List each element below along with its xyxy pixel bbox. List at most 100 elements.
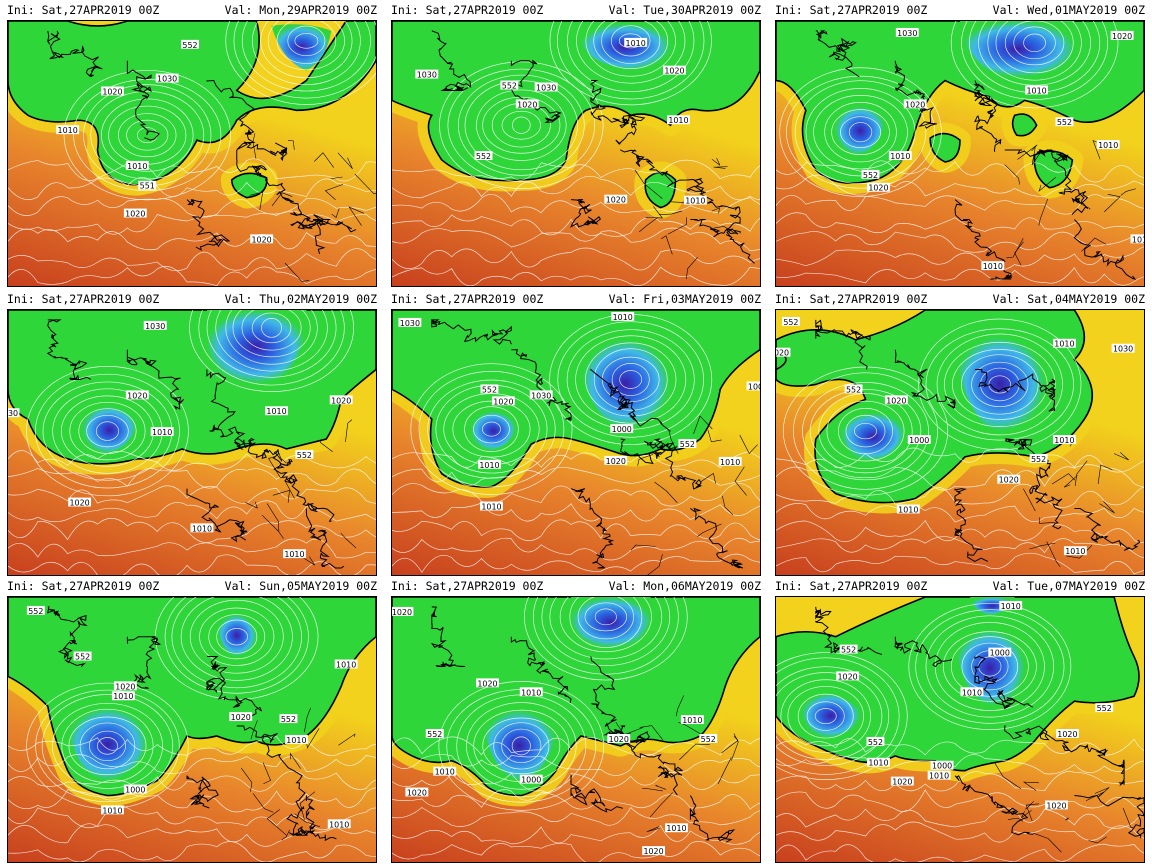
border-line	[638, 217, 658, 233]
contour-label: 1020	[491, 396, 515, 406]
contour-value: 1030	[400, 319, 420, 328]
contour-label-bg	[665, 823, 688, 833]
contour-label-bg	[123, 784, 147, 794]
contour-value: 1020	[1046, 801, 1066, 810]
coastlines	[431, 30, 755, 279]
contour-label-bg	[478, 459, 501, 469]
border-line	[630, 544, 656, 551]
isobar	[569, 597, 643, 648]
border-line	[675, 695, 685, 717]
contour-label: 1010	[1063, 546, 1087, 556]
isobar	[392, 266, 760, 286]
contour-value: 1010	[266, 407, 286, 416]
border-line	[654, 481, 678, 503]
contour-value: 1010	[929, 772, 949, 781]
init-time-label: Ini: Sat,27APR2019 00Z	[775, 579, 928, 593]
contour-label: 1020	[100, 86, 124, 96]
isobar	[1004, 21, 1065, 66]
coastline	[590, 80, 646, 145]
contour-label-bg	[519, 774, 543, 784]
contour-value: 1000	[125, 786, 145, 795]
contour-value: 1020	[125, 210, 145, 219]
contour-value: 1030	[536, 83, 556, 92]
isobar	[575, 335, 687, 424]
border-line	[717, 757, 732, 784]
border-line	[1007, 817, 1024, 822]
isobar	[392, 771, 760, 793]
contour-value: 1020	[868, 184, 888, 193]
contour-label-bg	[480, 384, 499, 394]
isobar	[392, 806, 760, 827]
isobar	[776, 672, 883, 761]
cold-pool-region	[8, 21, 376, 186]
isobar	[208, 614, 266, 660]
contour-value: 1000	[990, 649, 1010, 658]
contour-label-bg	[1052, 435, 1076, 444]
contour-value: 1020	[886, 396, 906, 405]
coastline	[590, 656, 631, 737]
isobar	[776, 771, 1144, 792]
isobar	[466, 702, 577, 790]
contour-label: 1000	[123, 784, 147, 795]
coastline	[206, 369, 255, 450]
contour-value: 1030	[531, 391, 551, 400]
contour-label: 1020	[515, 99, 539, 109]
contour-value: 552	[482, 385, 497, 394]
isobar	[611, 363, 650, 396]
contour-value: 1020	[127, 391, 147, 400]
contour-label-bg	[26, 605, 45, 615]
valid-time-label: Val: Mon,06MAY2019 00Z	[608, 579, 761, 593]
isobar	[776, 789, 1144, 812]
contour-value: 1010	[666, 824, 686, 833]
contour-label: 1010	[190, 523, 214, 533]
coastline	[1073, 219, 1137, 280]
isobar	[840, 116, 881, 148]
contour-label: 552	[181, 39, 199, 50]
contour-label-bg	[839, 644, 858, 654]
isobar	[8, 754, 376, 774]
contour-label-bg	[1111, 343, 1135, 353]
isobar	[457, 74, 585, 176]
isobar	[776, 503, 1144, 523]
isobar	[101, 98, 194, 172]
contour-value: 552	[701, 735, 716, 744]
isobar	[392, 736, 760, 757]
contour-label-bg	[68, 497, 92, 507]
contour-label: 1010	[665, 823, 688, 833]
isobar	[593, 21, 669, 70]
border-line	[711, 226, 736, 234]
border-line	[262, 762, 272, 785]
contour-value: 552	[1031, 455, 1046, 464]
contour-label: 1000	[746, 381, 760, 391]
coastline	[1004, 438, 1063, 530]
isobar	[482, 421, 501, 437]
contour-label-bg	[150, 427, 174, 437]
contour-label-bg	[534, 82, 558, 92]
contour-label-bg	[1045, 800, 1068, 810]
coastline	[974, 369, 1057, 412]
contour-value: 1030	[157, 75, 177, 84]
contour-label: 1010	[433, 766, 457, 777]
contour-value: 1010	[521, 688, 541, 697]
border-line	[345, 419, 353, 443]
contour-label-bg	[100, 805, 124, 815]
panel-header: Ini: Sat,27APR2019 00Z Val: Sun,05MAY201…	[0, 576, 384, 596]
map-svg: 1030 1020 1010 1020 552 1010 1010 552 1020 10 10 10…	[776, 21, 1144, 286]
coastline	[236, 438, 335, 522]
coastline	[1074, 508, 1141, 551]
border-line	[273, 449, 287, 464]
isobar	[251, 312, 292, 344]
border-line	[1046, 541, 1061, 567]
isobar	[776, 194, 1144, 215]
border-line	[660, 235, 673, 255]
contour-label-bg	[776, 347, 791, 357]
contour-label-bg	[111, 691, 135, 701]
contour-label-bg	[433, 766, 457, 776]
contour-label-bg	[334, 659, 358, 669]
isobar	[136, 127, 158, 144]
isobar	[198, 310, 345, 386]
contour-value: 1020	[517, 100, 537, 109]
border-line	[1085, 791, 1105, 802]
isobar	[51, 702, 163, 789]
contour-value: 551	[140, 182, 155, 191]
